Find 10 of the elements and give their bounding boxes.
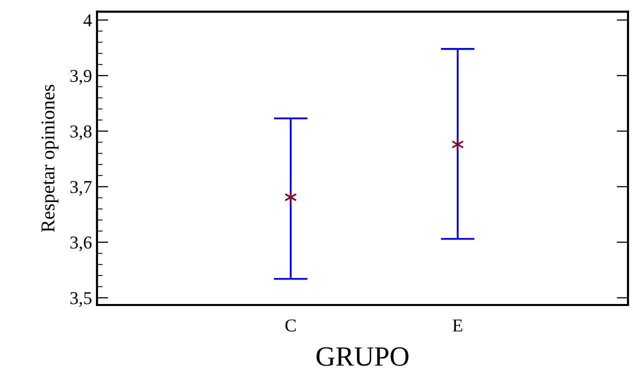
y-tick-label: 3,5 <box>70 292 92 307</box>
y-tick-label: 3,7 <box>70 180 92 196</box>
x-tick-label: C <box>285 319 296 332</box>
y-tick-label: 3,9 <box>70 70 92 85</box>
y-tick-label: 3,6 <box>70 236 92 252</box>
y-axis-title: Respetar opiniones <box>41 84 58 232</box>
x-axis-title: GRUPO <box>316 347 408 366</box>
x-tick-label: E <box>452 320 462 332</box>
y-tick-label: 4 <box>83 14 92 26</box>
y-tick-label: 3,8 <box>70 125 92 140</box>
